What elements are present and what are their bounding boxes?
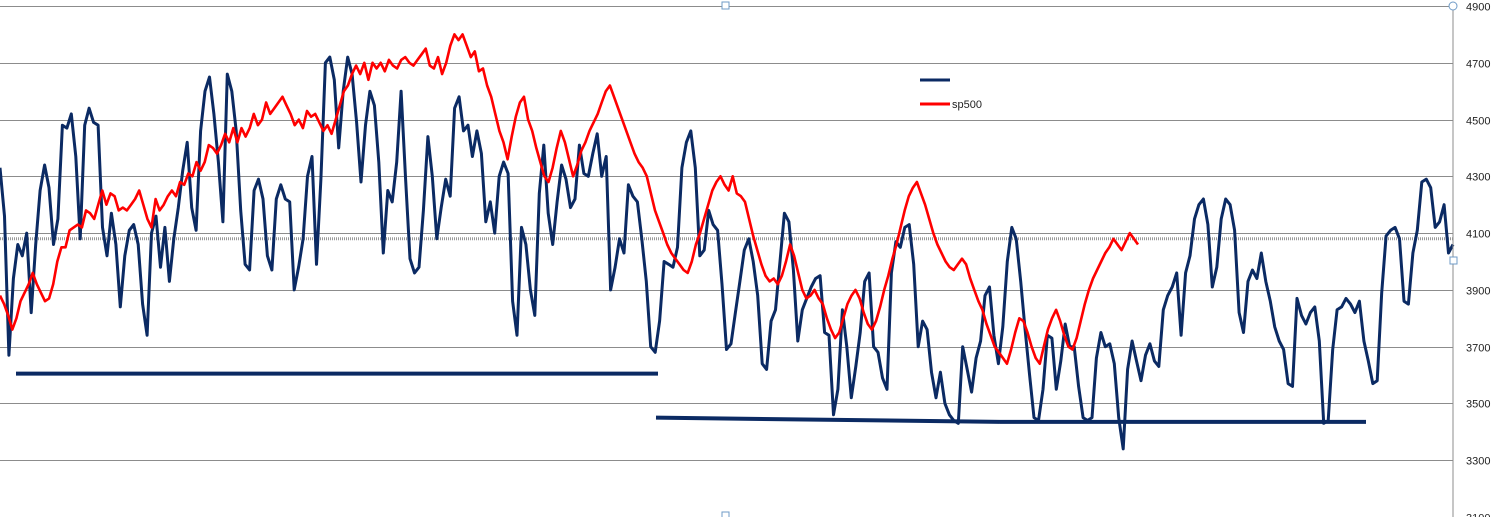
series-line-0 <box>0 55 1455 451</box>
y-tick-label: 4900 <box>1466 2 1490 14</box>
resize-handle-top[interactable] <box>721 1 730 10</box>
y-tick-label: 4300 <box>1466 172 1490 184</box>
y-tick-label: 3700 <box>1466 343 1490 355</box>
selection-handles[interactable] <box>721 1 1458 517</box>
y-tick-label: 3300 <box>1466 456 1490 468</box>
resize-handle-bottom[interactable] <box>721 511 730 517</box>
series-lines <box>0 33 1455 451</box>
y-tick-label: 4700 <box>1466 59 1490 71</box>
y-tick-label: 4100 <box>1466 229 1490 241</box>
y-tick-label: 3900 <box>1466 286 1490 298</box>
reference-line <box>655 415 1001 424</box>
legend: sp500 <box>920 78 982 111</box>
y-tick-label: 3500 <box>1466 399 1490 411</box>
resize-handle-top-right[interactable] <box>1448 1 1458 11</box>
series-line-1 <box>0 33 1140 366</box>
y-tick-label: 3100 <box>1466 513 1490 517</box>
y-tick-label: 4500 <box>1466 116 1490 128</box>
resize-handle-right[interactable] <box>1449 256 1458 265</box>
legend-label-1: sp500 <box>952 99 982 111</box>
y-tick-labels: 4900 4700 4500 4300 4100 3900 3700 3500 3300 3100 <box>1466 2 1490 517</box>
